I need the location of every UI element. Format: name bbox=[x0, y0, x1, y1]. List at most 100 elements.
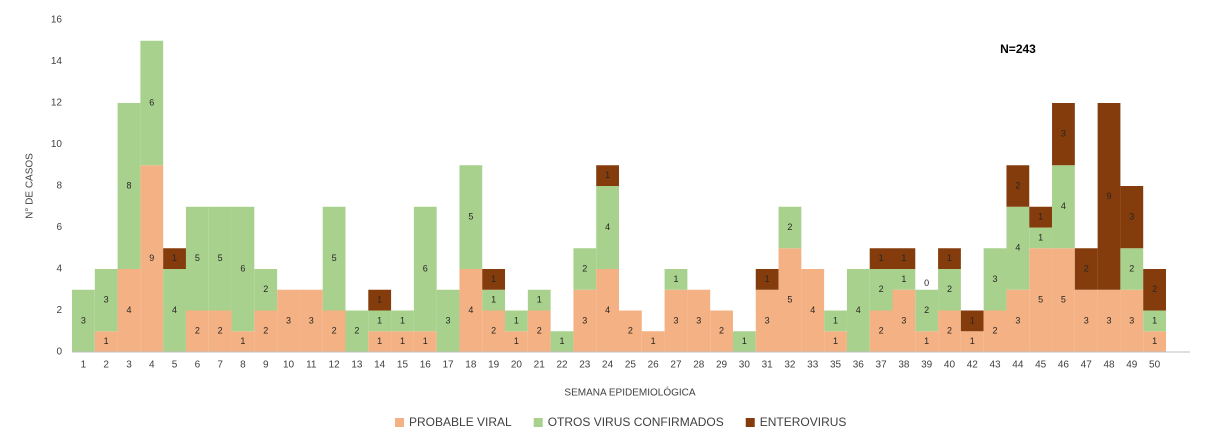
x-tick-label: 9 bbox=[263, 360, 269, 371]
x-tick-label: 8 bbox=[240, 360, 246, 371]
bar-segment bbox=[163, 248, 186, 269]
data-label: 1 bbox=[947, 253, 952, 263]
y-axis-title: N° DE CASOS bbox=[25, 153, 36, 219]
data-label: 3 bbox=[765, 315, 770, 325]
data-label: 3 bbox=[1129, 212, 1134, 222]
data-label: 1 bbox=[765, 274, 770, 284]
bar-segment bbox=[436, 289, 460, 352]
y-tick-label: 6 bbox=[56, 222, 62, 233]
x-tick-label: 26 bbox=[648, 360, 660, 371]
data-label: 4 bbox=[605, 222, 610, 232]
data-label: 5 bbox=[1061, 295, 1066, 305]
data-label: 2 bbox=[787, 222, 792, 232]
x-tick-label: 45 bbox=[1035, 360, 1047, 371]
bar-segment bbox=[550, 331, 574, 352]
data-label: 3 bbox=[309, 315, 314, 325]
bar-segment bbox=[732, 331, 756, 352]
data-label: 5 bbox=[195, 253, 200, 263]
bar-segment bbox=[391, 331, 414, 352]
bar-segment bbox=[322, 206, 346, 311]
x-tick-label: 6 bbox=[195, 360, 201, 371]
x-tick-label: 3 bbox=[126, 360, 132, 371]
x-tick-label: 27 bbox=[670, 360, 682, 371]
x-tick-label: 31 bbox=[762, 360, 774, 371]
y-tick-label: 4 bbox=[56, 264, 62, 275]
x-tick-label: 5 bbox=[172, 360, 178, 371]
data-label: 2 bbox=[1015, 180, 1020, 190]
x-tick-label: 24 bbox=[602, 360, 614, 371]
bar-segment bbox=[664, 289, 688, 352]
x-tick-label: 10 bbox=[283, 360, 295, 371]
bar-segment bbox=[1006, 165, 1030, 207]
x-tick-label: 21 bbox=[534, 360, 546, 371]
data-label: 1 bbox=[742, 336, 747, 346]
y-tick-label: 8 bbox=[56, 181, 62, 192]
bar-segment bbox=[983, 248, 1007, 311]
data-label: 2 bbox=[924, 305, 929, 315]
bar-segment bbox=[983, 310, 1007, 352]
x-tick-label: 48 bbox=[1103, 360, 1115, 371]
bar-segment bbox=[1120, 289, 1144, 352]
x-tick-label: 2 bbox=[103, 360, 109, 371]
data-label: 5 bbox=[787, 295, 792, 305]
bar-segment bbox=[1097, 289, 1121, 352]
bar-segment bbox=[596, 269, 619, 352]
x-tick-label: 32 bbox=[784, 360, 796, 371]
bar-segment bbox=[960, 331, 984, 352]
bar-segment bbox=[322, 310, 346, 352]
bar-segment bbox=[459, 165, 483, 269]
bar-segment bbox=[1052, 103, 1075, 166]
data-label: 2 bbox=[582, 263, 587, 273]
bar-segment bbox=[482, 269, 506, 290]
bar-segment bbox=[505, 310, 528, 332]
bar-segment bbox=[527, 310, 551, 352]
x-tick-label: 47 bbox=[1081, 360, 1093, 371]
bar-segment bbox=[277, 289, 300, 352]
data-label: 2 bbox=[947, 284, 952, 294]
data-label: 2 bbox=[719, 326, 724, 336]
data-label: 1 bbox=[537, 295, 542, 305]
bar-segment bbox=[869, 310, 893, 352]
data-label: 8 bbox=[126, 180, 131, 190]
data-label: 3 bbox=[446, 315, 451, 325]
bar-segment bbox=[801, 269, 825, 352]
data-label: 4 bbox=[1061, 201, 1066, 211]
bar-segment bbox=[1074, 289, 1098, 352]
bar-segment bbox=[938, 248, 961, 269]
data-label: 9 bbox=[1107, 191, 1112, 201]
x-tick-label: 37 bbox=[876, 360, 888, 371]
x-tick-label: 28 bbox=[693, 360, 705, 371]
data-label: 2 bbox=[332, 326, 337, 336]
data-label: 1 bbox=[651, 336, 656, 346]
data-label: 1 bbox=[970, 315, 975, 325]
x-tick-label: 13 bbox=[351, 360, 363, 371]
bar-segment bbox=[710, 310, 733, 352]
data-label: 1 bbox=[491, 274, 496, 284]
data-label: 1 bbox=[1152, 336, 1157, 346]
data-label: 3 bbox=[1129, 315, 1134, 325]
bar-segment bbox=[573, 289, 597, 352]
bar-segment bbox=[163, 269, 186, 352]
data-label: 3 bbox=[901, 315, 906, 325]
y-tick-label: 14 bbox=[51, 56, 63, 67]
data-label: 2 bbox=[947, 326, 952, 336]
data-label: 6 bbox=[149, 97, 154, 107]
data-label: 2 bbox=[195, 326, 200, 336]
x-tick-label: 12 bbox=[329, 360, 341, 371]
data-label: 5 bbox=[218, 253, 223, 263]
data-label: 1 bbox=[1038, 212, 1043, 222]
data-label: 5 bbox=[332, 253, 337, 263]
bar-segment bbox=[1120, 186, 1144, 249]
bar-segment bbox=[140, 40, 164, 166]
data-label: 3 bbox=[1107, 315, 1112, 325]
data-label: 1 bbox=[172, 253, 177, 263]
bar-segment bbox=[1074, 248, 1098, 290]
bar-segment bbox=[1052, 248, 1075, 352]
bar-segment bbox=[1052, 165, 1075, 249]
legend-label: ENTEROVIRUS bbox=[760, 415, 847, 429]
bar-segment bbox=[869, 248, 893, 269]
x-tick-label: 33 bbox=[807, 360, 819, 371]
data-label: 3 bbox=[673, 315, 678, 325]
x-tick-label: 20 bbox=[511, 360, 523, 371]
